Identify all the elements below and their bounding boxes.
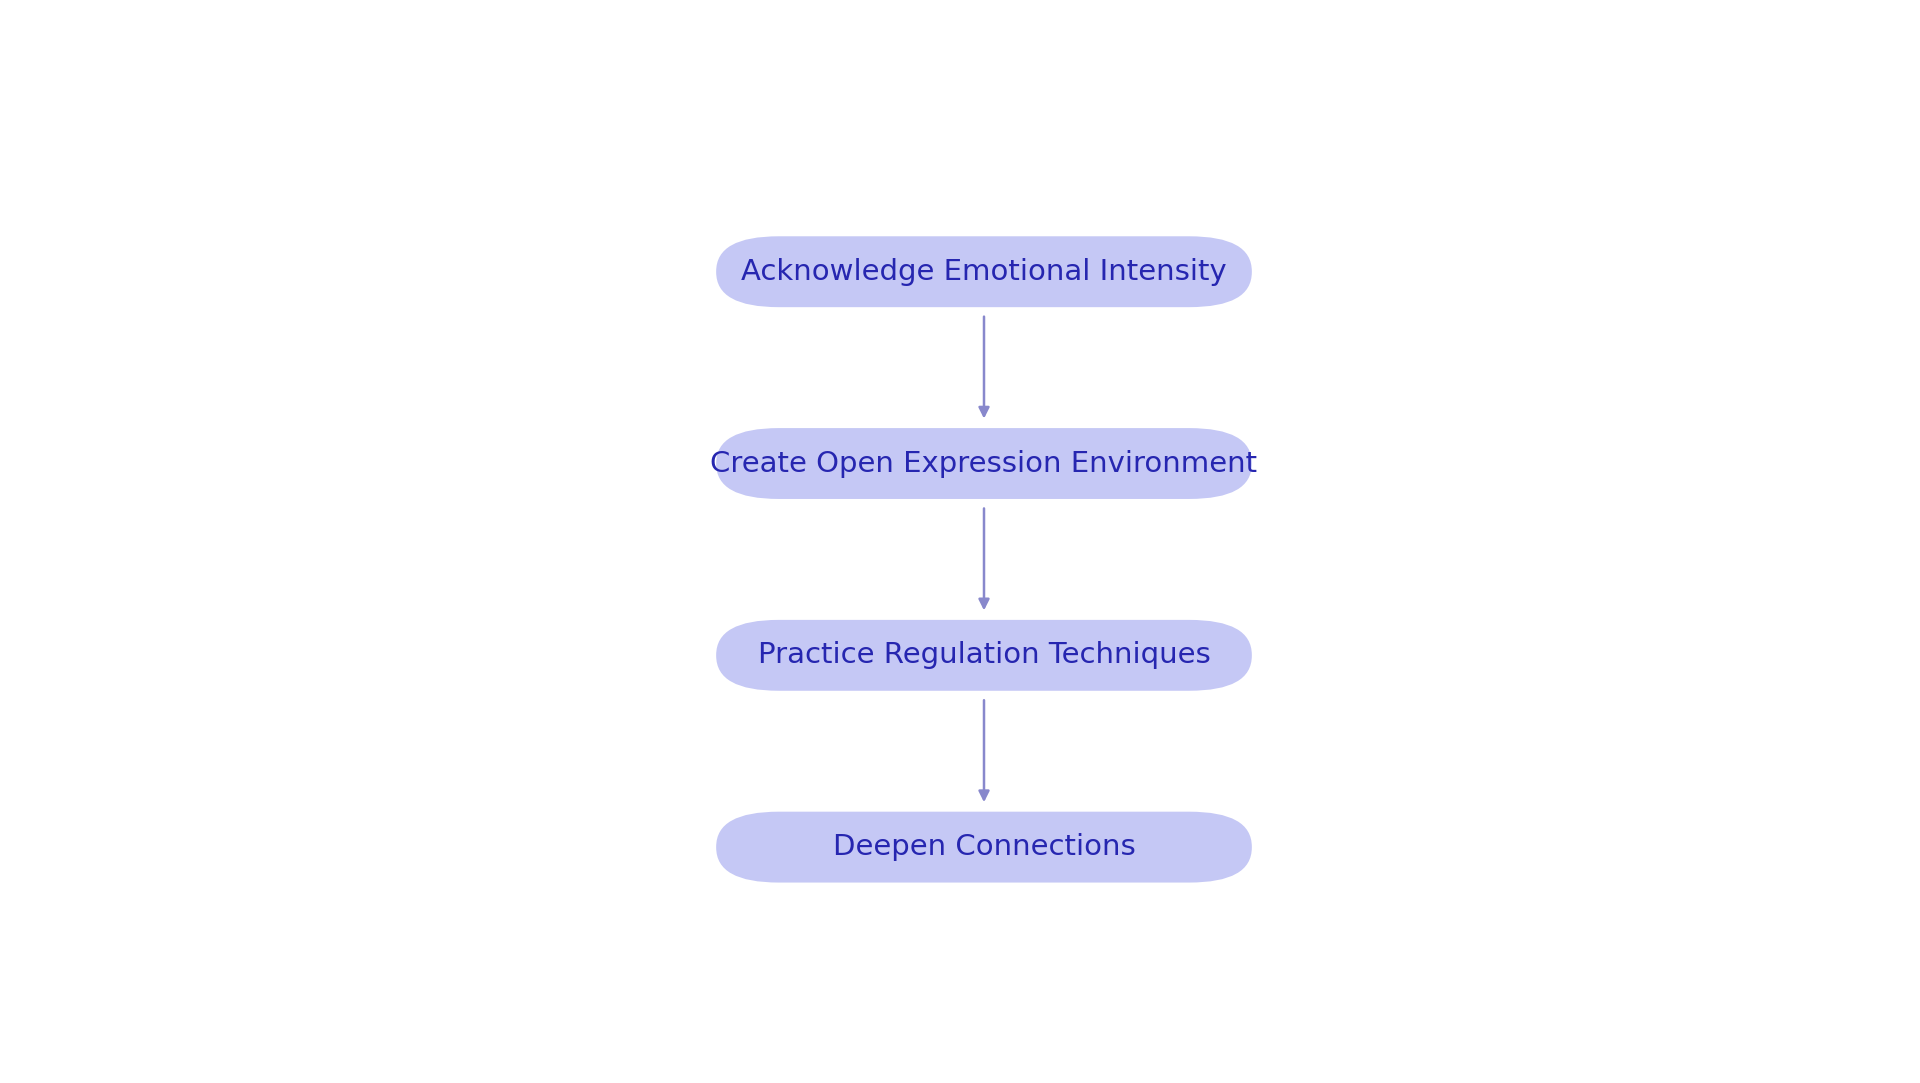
Text: Create Open Expression Environment: Create Open Expression Environment (710, 449, 1258, 478)
FancyBboxPatch shape (716, 236, 1252, 308)
FancyBboxPatch shape (716, 619, 1252, 691)
FancyBboxPatch shape (716, 811, 1252, 883)
Text: Deepen Connections: Deepen Connections (833, 833, 1135, 861)
Text: Practice Regulation Techniques: Practice Regulation Techniques (758, 641, 1210, 669)
Text: Acknowledge Emotional Intensity: Acknowledge Emotional Intensity (741, 258, 1227, 286)
FancyBboxPatch shape (716, 428, 1252, 499)
